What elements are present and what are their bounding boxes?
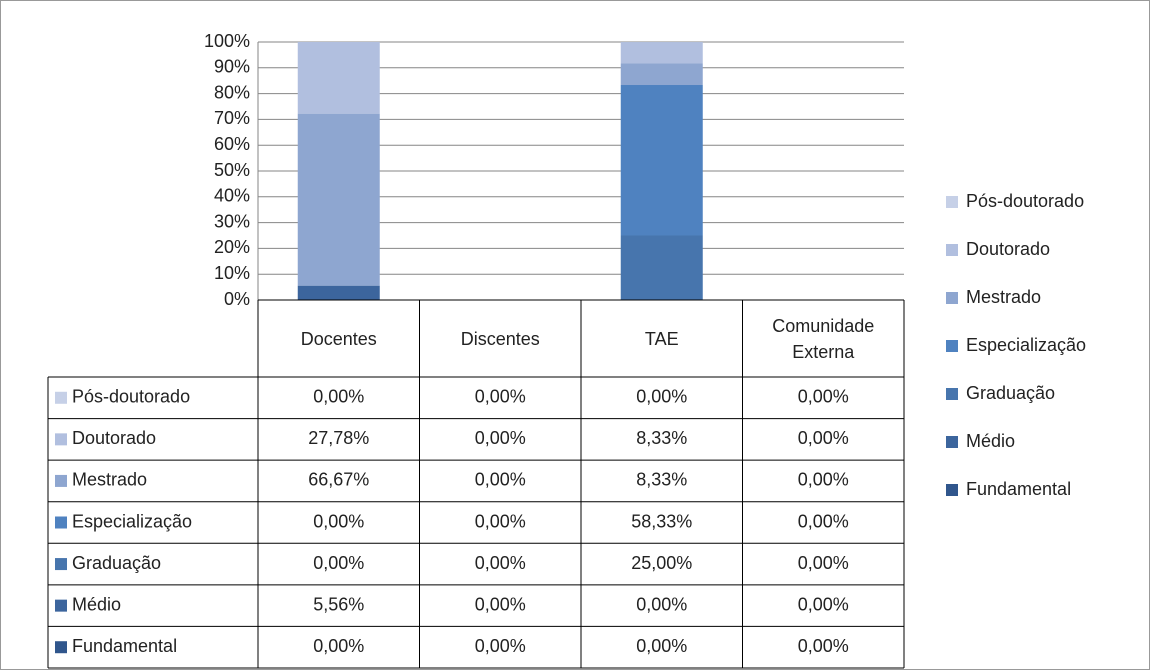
legend-key xyxy=(946,340,958,352)
row-key xyxy=(55,641,67,654)
table-cell: 0,00% xyxy=(798,553,849,573)
row-label: Médio xyxy=(72,594,121,614)
table-cell: 0,00% xyxy=(475,470,526,490)
row-label: Especialização xyxy=(72,511,192,531)
y-tick-label: 50% xyxy=(214,160,250,180)
bar-segment xyxy=(620,235,703,300)
table-cell: 0,00% xyxy=(313,387,364,407)
legend-key xyxy=(946,196,958,208)
row-key xyxy=(55,474,67,487)
table-cell: 0,00% xyxy=(475,553,526,573)
table-cell: 0,00% xyxy=(475,428,526,448)
legend-key xyxy=(946,436,958,448)
row-key xyxy=(55,391,67,404)
bar-segment xyxy=(297,113,380,286)
legend-key xyxy=(946,388,958,400)
legend-label: Fundamental xyxy=(966,479,1071,499)
legend-label: Mestrado xyxy=(966,287,1041,307)
table-cell: 0,00% xyxy=(798,636,849,656)
table-cell: 0,00% xyxy=(798,387,849,407)
table-cell: 58,33% xyxy=(631,511,692,531)
table-cell: 0,00% xyxy=(798,470,849,490)
legend-key xyxy=(946,292,958,304)
table-cell: 0,00% xyxy=(798,428,849,448)
legend-label: Especialização xyxy=(966,335,1086,355)
table-cell: 0,00% xyxy=(798,511,849,531)
legend-label: Médio xyxy=(966,431,1015,451)
legend-label: Doutorado xyxy=(966,239,1050,259)
legend-label: Graduação xyxy=(966,383,1055,403)
y-tick-label: 10% xyxy=(214,263,250,283)
legend-label: Pós-doutorado xyxy=(966,191,1084,211)
y-tick-label: 40% xyxy=(214,186,250,206)
y-tick-label: 80% xyxy=(214,82,250,102)
y-tick-label: 90% xyxy=(214,57,250,77)
table-cell: 0,00% xyxy=(475,636,526,656)
table-cell: 0,00% xyxy=(313,511,364,531)
table-cell: 8,33% xyxy=(636,470,687,490)
table-cell: 0,00% xyxy=(636,387,687,407)
row-key xyxy=(55,599,67,612)
row-key xyxy=(55,433,67,446)
bar-segment xyxy=(620,63,703,86)
table-cell: 8,33% xyxy=(636,428,687,448)
table-cell: 66,67% xyxy=(308,470,369,490)
bar-segment xyxy=(297,41,380,114)
row-label: Graduação xyxy=(72,553,161,573)
bar-segment xyxy=(297,285,380,300)
legend-key xyxy=(946,484,958,496)
table-cell: 0,00% xyxy=(475,387,526,407)
row-label: Pós-doutorado xyxy=(72,387,190,407)
row-label: Fundamental xyxy=(72,636,177,656)
row-key xyxy=(55,516,67,529)
table-cell: 0,00% xyxy=(636,594,687,614)
table-cell: 0,00% xyxy=(313,553,364,573)
x-tick-label: Discentes xyxy=(460,328,540,349)
row-key xyxy=(55,558,67,571)
y-tick-label: 0% xyxy=(224,289,250,309)
table-cell: 0,00% xyxy=(798,594,849,614)
y-tick-label: 30% xyxy=(214,211,250,231)
table-cell: 27,78% xyxy=(308,428,369,448)
table-cell: 0,00% xyxy=(313,636,364,656)
table-cell: 25,00% xyxy=(631,553,692,573)
table-cell: 5,56% xyxy=(313,594,364,614)
row-label: Doutorado xyxy=(72,428,156,448)
y-tick-label: 20% xyxy=(214,237,250,257)
y-tick-label: 70% xyxy=(214,108,250,128)
x-tick-label: Comunidade Externa xyxy=(772,315,875,362)
table-cell: 0,00% xyxy=(636,636,687,656)
bar-segment xyxy=(620,42,703,64)
table-cell: 0,00% xyxy=(475,594,526,614)
y-tick-label: 100% xyxy=(204,31,250,51)
legend-key xyxy=(946,244,958,256)
y-tick-label: 60% xyxy=(214,134,250,154)
row-label: Mestrado xyxy=(72,470,147,490)
x-tick-label: TAE xyxy=(644,328,679,349)
bar-segment xyxy=(620,85,703,236)
table-cell: 0,00% xyxy=(475,511,526,531)
x-tick-label: Docentes xyxy=(300,328,377,349)
